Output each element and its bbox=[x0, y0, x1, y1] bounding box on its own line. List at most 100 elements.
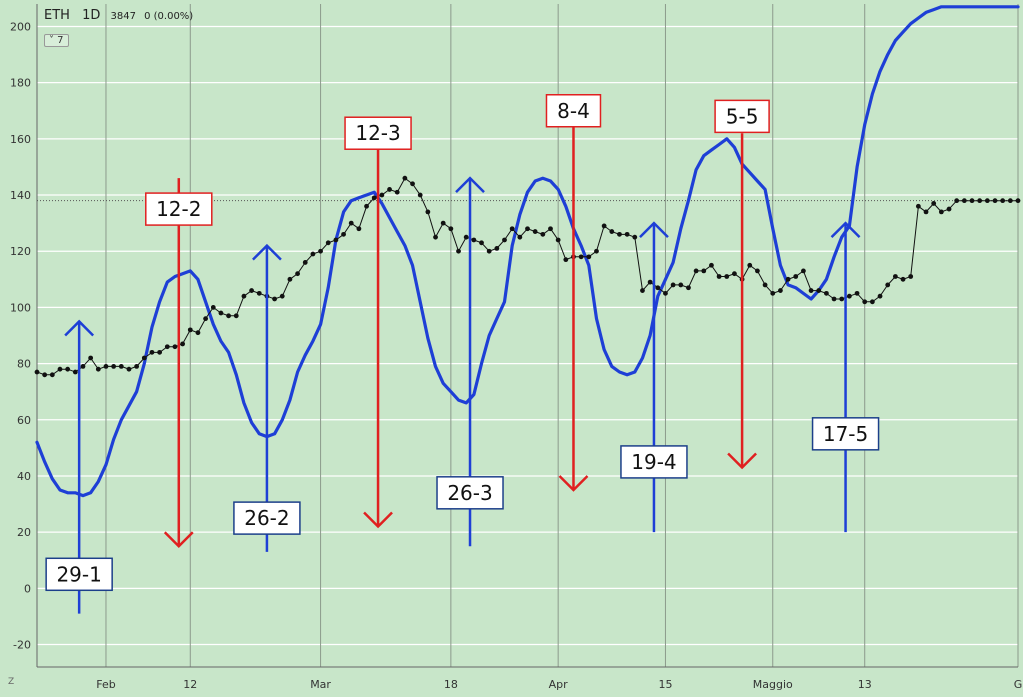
price-point bbox=[479, 240, 484, 246]
price-point bbox=[103, 364, 109, 369]
price-point bbox=[854, 290, 860, 296]
y-tick-label: 180 bbox=[10, 77, 31, 90]
price-point bbox=[1015, 198, 1021, 204]
price-point bbox=[732, 271, 737, 277]
price-point bbox=[88, 355, 94, 361]
price-point bbox=[195, 330, 201, 336]
price-point bbox=[249, 288, 254, 293]
x-tick-label: 13 bbox=[858, 678, 872, 691]
price-point bbox=[463, 234, 469, 240]
price-point bbox=[724, 274, 730, 279]
price-point bbox=[931, 201, 937, 206]
x-tick-label: 18 bbox=[444, 678, 458, 691]
x-tick-label: Feb bbox=[96, 678, 115, 691]
price-point bbox=[494, 246, 500, 251]
price-point bbox=[502, 237, 507, 243]
x-tick-label: Maggio bbox=[753, 678, 793, 691]
indicator-collapse-toggle[interactable]: ˅ 7 bbox=[44, 34, 69, 47]
price-point bbox=[387, 187, 392, 192]
zoom-reset-button[interactable]: Z bbox=[8, 677, 15, 687]
price-point bbox=[141, 355, 147, 361]
price-point bbox=[410, 181, 415, 187]
price-point bbox=[808, 288, 814, 293]
price-point bbox=[578, 254, 584, 260]
price-point bbox=[233, 313, 239, 319]
price-point bbox=[525, 226, 530, 232]
price-point bbox=[241, 293, 247, 299]
price-point bbox=[448, 226, 454, 232]
price-point bbox=[126, 366, 132, 372]
signal-arrow-head bbox=[363, 511, 393, 529]
price-point bbox=[617, 231, 622, 237]
y-tick-label: 0 bbox=[24, 582, 31, 595]
x-tick-label: Apr bbox=[549, 678, 569, 691]
price-point bbox=[456, 248, 461, 254]
symbol-name[interactable]: ETH bbox=[44, 8, 70, 23]
price-point bbox=[348, 220, 354, 226]
price-point bbox=[417, 192, 423, 198]
price-point bbox=[402, 175, 408, 181]
price-point bbox=[762, 282, 768, 288]
change-value: 0 (0.00%) bbox=[144, 11, 194, 22]
symbol-header: ETH 1D 3847 0 (0.00%) bbox=[44, 8, 193, 23]
price-point bbox=[992, 198, 998, 204]
price-point bbox=[885, 282, 891, 288]
signal-arrow-head bbox=[252, 243, 282, 261]
price-point bbox=[816, 288, 822, 293]
price-point bbox=[632, 234, 638, 240]
price-point bbox=[946, 206, 952, 212]
price-point bbox=[509, 226, 515, 232]
price-point bbox=[846, 293, 852, 299]
price-point bbox=[433, 234, 438, 240]
price-point bbox=[785, 276, 791, 282]
price-point bbox=[256, 290, 262, 296]
price-point bbox=[601, 223, 607, 229]
x-tick-label: 15 bbox=[658, 678, 672, 691]
signal-arrow-head bbox=[558, 475, 589, 492]
price-point bbox=[157, 349, 163, 355]
price-point bbox=[1000, 198, 1006, 204]
price-point bbox=[693, 268, 699, 274]
signal-label: 17-5 bbox=[823, 422, 868, 446]
signal-label-box bbox=[811, 417, 880, 451]
price-point bbox=[555, 237, 561, 243]
signal-label-box bbox=[145, 192, 213, 226]
signal-label: 26-3 bbox=[447, 481, 492, 505]
price-point bbox=[49, 372, 55, 378]
price-point bbox=[532, 229, 538, 234]
price-point bbox=[111, 364, 117, 369]
price-point bbox=[823, 290, 829, 296]
signal-label: 26-2 bbox=[244, 506, 289, 530]
y-tick-label: -20 bbox=[13, 639, 31, 652]
price-point bbox=[379, 192, 385, 198]
price-point bbox=[341, 231, 346, 237]
price-point bbox=[793, 274, 799, 279]
signal-arrow-head bbox=[830, 221, 861, 239]
price-point bbox=[670, 282, 676, 288]
price-point bbox=[394, 189, 400, 195]
price-point bbox=[755, 268, 760, 274]
price-point bbox=[187, 327, 193, 333]
price-point bbox=[164, 344, 170, 350]
price-point bbox=[295, 271, 300, 277]
price-point bbox=[709, 262, 714, 268]
price-point bbox=[977, 198, 983, 204]
price-point bbox=[226, 313, 232, 319]
price-point bbox=[923, 209, 929, 215]
price-point bbox=[203, 316, 209, 322]
price-point bbox=[279, 293, 285, 299]
signal-arrow-head bbox=[64, 319, 95, 337]
signal-label-box bbox=[436, 476, 504, 510]
price-point bbox=[563, 257, 569, 263]
price-point bbox=[609, 229, 615, 234]
timeframe-label[interactable]: 1D bbox=[82, 8, 101, 23]
price-point bbox=[869, 299, 875, 305]
price-point bbox=[218, 310, 224, 316]
price-point bbox=[716, 274, 722, 279]
price-point bbox=[371, 195, 377, 201]
price-point bbox=[302, 260, 308, 265]
price-point bbox=[594, 248, 599, 254]
price-point bbox=[586, 254, 592, 260]
